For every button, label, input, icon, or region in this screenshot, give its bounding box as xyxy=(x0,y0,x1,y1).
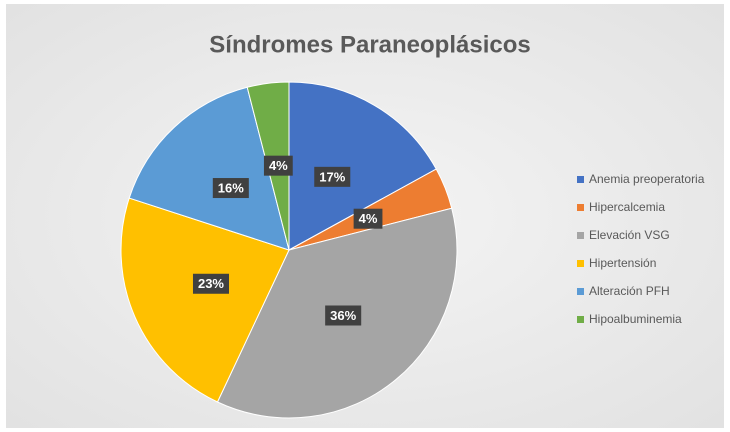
legend-label: Elevación VSG xyxy=(589,228,670,242)
legend-label: Hipertensión xyxy=(589,256,656,270)
data-label-box xyxy=(314,166,351,187)
data-label: 17% xyxy=(319,169,345,184)
legend-marker xyxy=(577,316,584,323)
data-label: 36% xyxy=(330,308,356,323)
legend-marker xyxy=(577,288,584,295)
data-label-box xyxy=(192,273,230,294)
data-label: 23% xyxy=(198,276,224,291)
data-label-box xyxy=(212,178,249,199)
chart-title: Síndromes Paraneoplásicos xyxy=(209,31,530,58)
data-label: 16% xyxy=(218,180,244,195)
legend-label: Anemia preoperatoria xyxy=(589,172,705,186)
legend-marker xyxy=(577,204,584,211)
pie-slice xyxy=(288,81,437,251)
legend-label: Alteración PFH xyxy=(589,284,670,298)
legend-marker xyxy=(577,232,584,239)
data-label-box xyxy=(263,155,293,176)
data-label: 4% xyxy=(359,211,378,226)
legend-marker xyxy=(577,176,584,183)
legend-label: Hipercalcemia xyxy=(589,200,665,214)
data-label-box xyxy=(353,208,383,229)
legend-marker xyxy=(577,260,584,267)
data-label: 4% xyxy=(269,158,288,173)
legend-label: Hipoalbuminemia xyxy=(589,312,682,326)
pie-slice xyxy=(128,86,290,251)
pie-slice xyxy=(120,197,290,403)
data-label-box xyxy=(325,305,362,326)
